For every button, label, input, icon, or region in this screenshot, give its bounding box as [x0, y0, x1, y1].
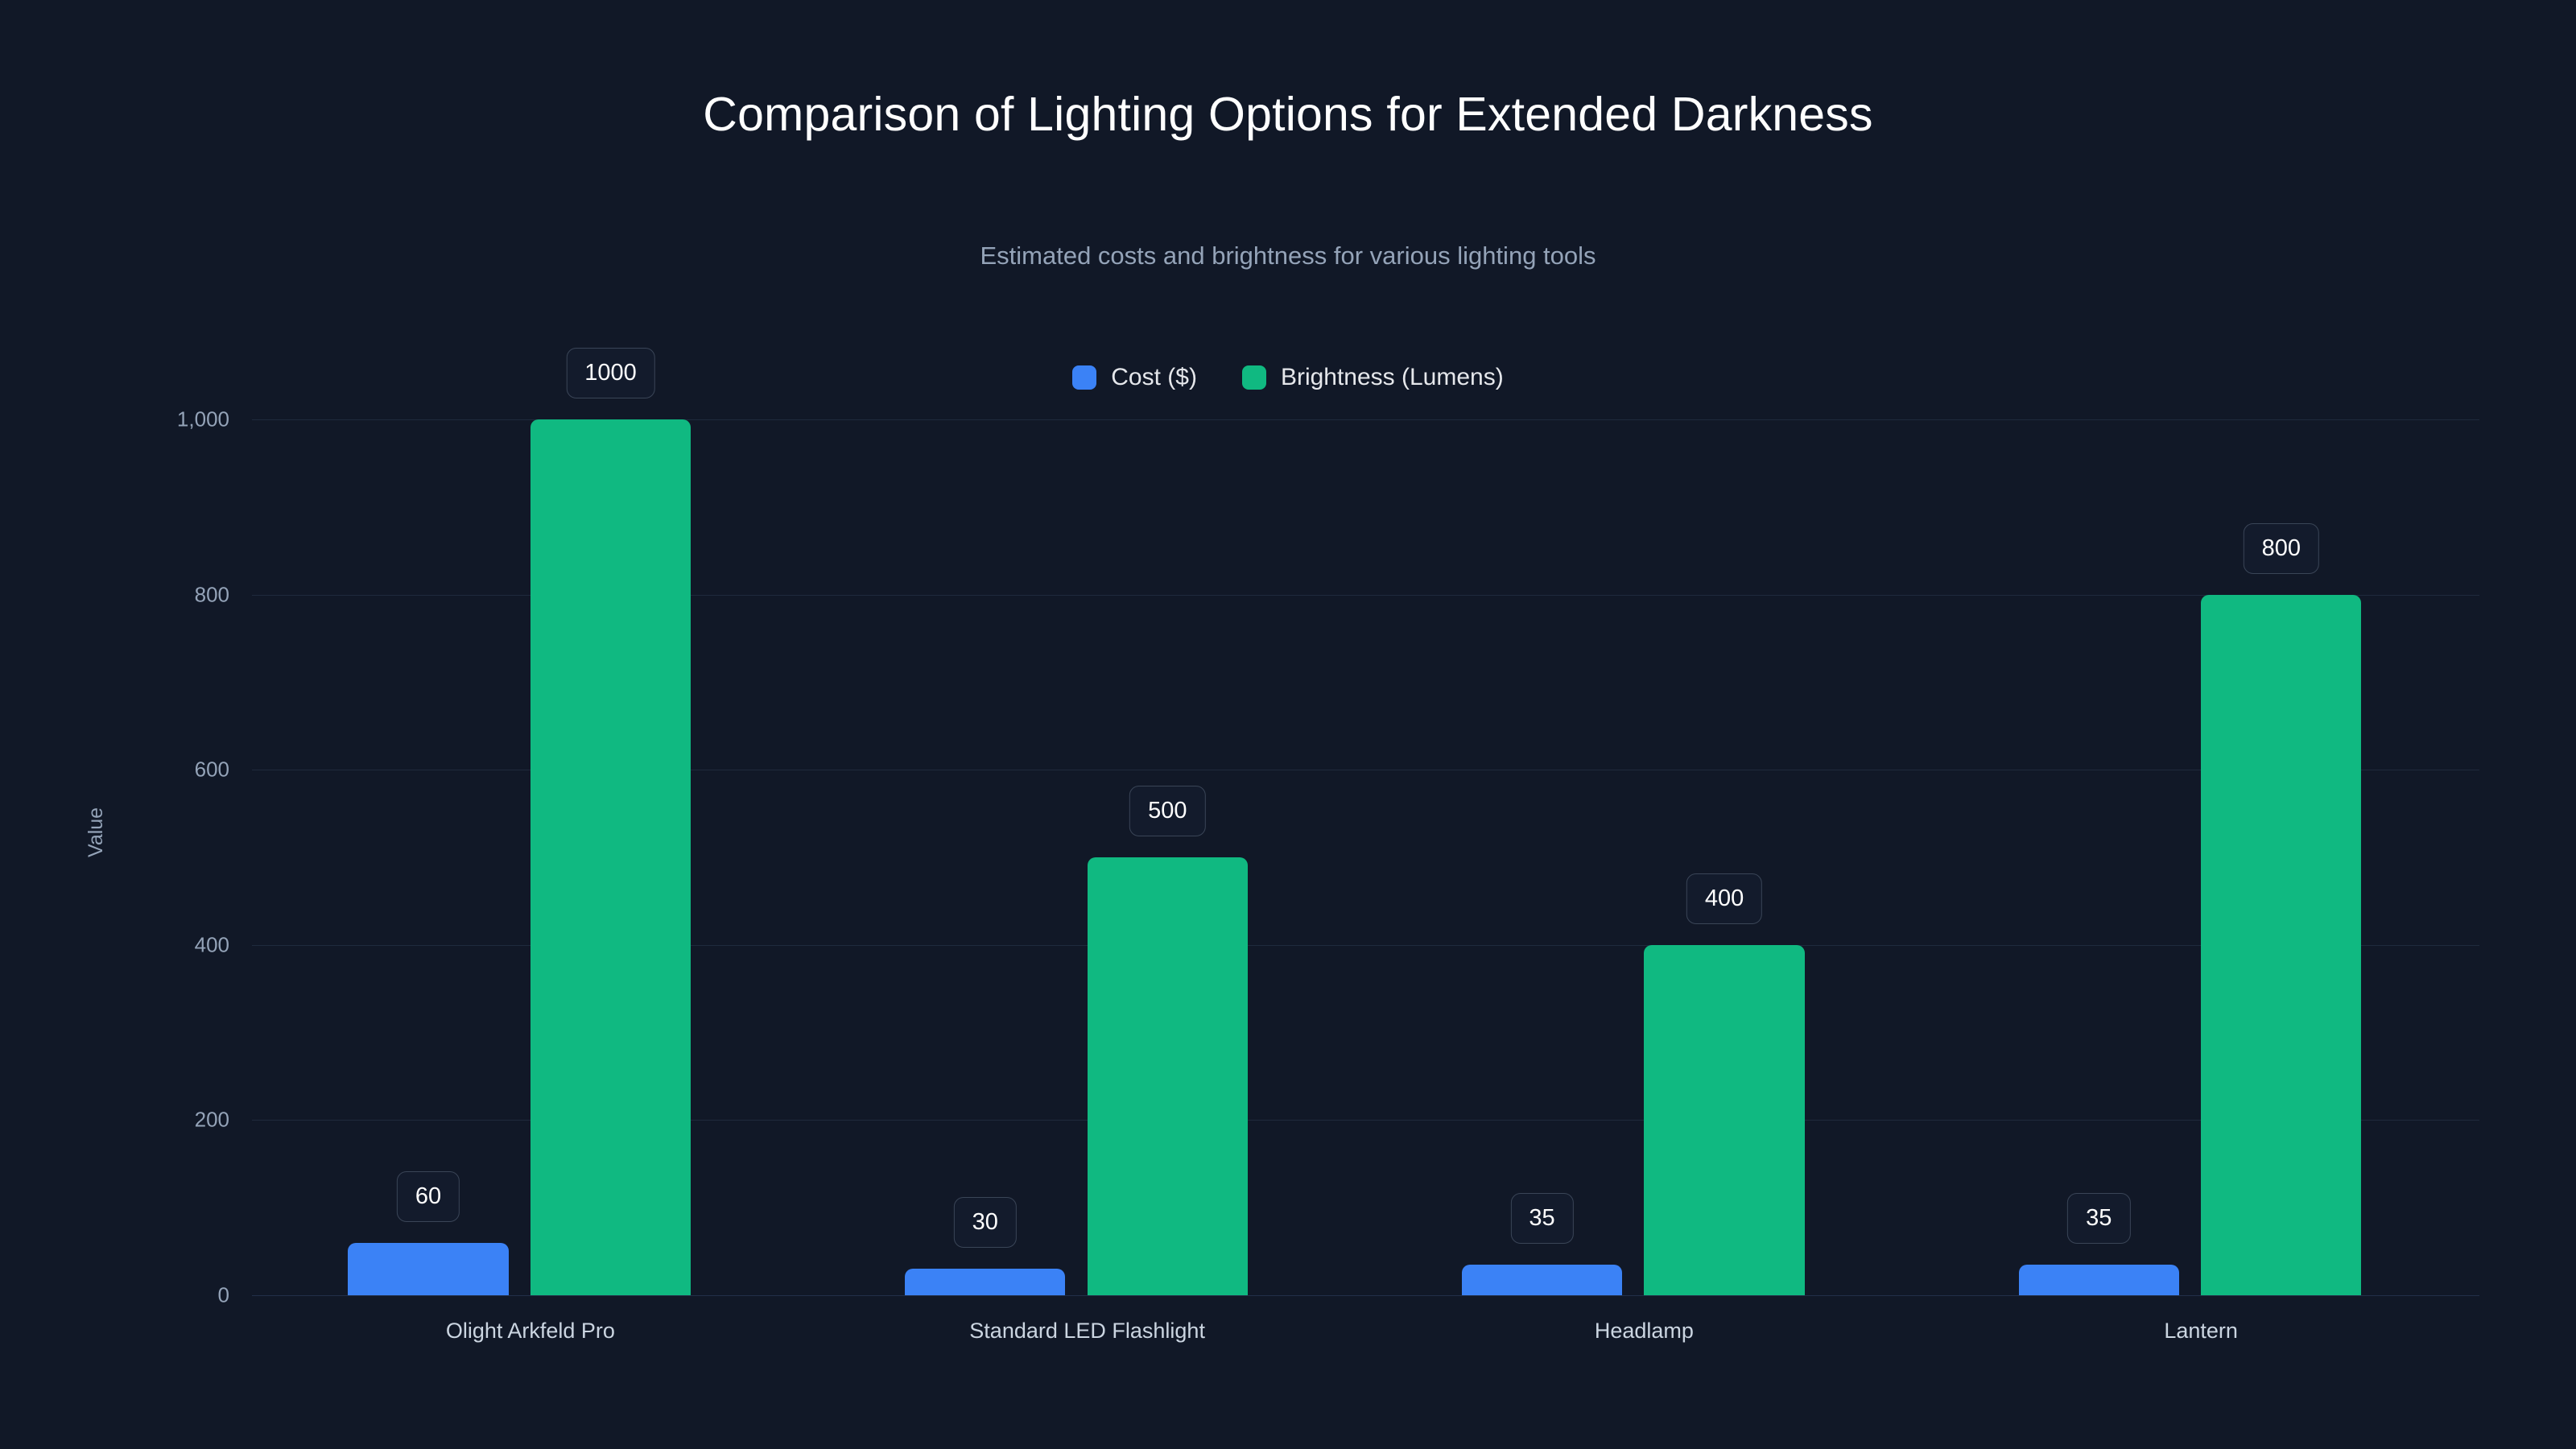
bar-2-1[interactable]: [1644, 944, 1805, 1295]
gridline: [252, 1295, 2479, 1296]
y-axis-title: Value: [85, 807, 107, 857]
plot-area: 60 1000 30 500 35 400 35 800: [252, 348, 2479, 1296]
legend-item-label: Brightness (Lumens): [1280, 364, 1504, 390]
y-tick-label: 0: [217, 1282, 229, 1307]
y-tick-label: 800: [194, 582, 229, 607]
chart-subtitle: Estimated costs and brightness for vario…: [980, 242, 1596, 270]
bar-2-0[interactable]: [1461, 1264, 1623, 1295]
chart-title: Comparison of Lighting Options for Exten…: [703, 88, 1873, 141]
gridline: [252, 594, 2479, 596]
value-label: 800: [2243, 522, 2319, 574]
y-tick-label: 600: [194, 757, 229, 782]
y-tick-label: 1,000: [176, 407, 229, 431]
legend-item-label: Cost ($): [1111, 364, 1197, 390]
gridline: [252, 944, 2479, 946]
legend-swatch-icon: [1072, 365, 1097, 390]
bar-0-1[interactable]: [530, 419, 691, 1295]
bar-1-1[interactable]: [1087, 857, 1248, 1295]
bar-3-1[interactable]: [2201, 594, 2362, 1295]
y-tick-label: 400: [194, 932, 229, 957]
gridline: [252, 419, 2479, 420]
value-label: 30: [953, 1197, 1017, 1249]
value-label: 400: [1686, 873, 1763, 924]
bar-1-0[interactable]: [905, 1269, 1066, 1295]
x-tick-label: Olight Arkfeld Pro: [445, 1319, 615, 1343]
value-label: 1000: [566, 348, 655, 398]
value-label: 35: [2067, 1192, 2131, 1244]
chart-legend: Cost ($) Brightness (Lumens): [0, 364, 2576, 391]
value-label: 60: [396, 1170, 460, 1222]
x-tick-label: Standard LED Flashlight: [969, 1319, 1205, 1343]
legend-item-0[interactable]: Cost ($): [1072, 364, 1197, 391]
y-tick-label: 200: [194, 1107, 229, 1132]
bar-3-0[interactable]: [2018, 1264, 2179, 1295]
legend-swatch-icon: [1241, 365, 1266, 390]
bar-0-0[interactable]: [348, 1242, 509, 1295]
gridline: [252, 1120, 2479, 1121]
legend-item-1[interactable]: Brightness (Lumens): [1241, 364, 1504, 391]
x-tick-label: Lantern: [2164, 1319, 2238, 1343]
value-label: 500: [1129, 786, 1206, 836]
x-tick-label: Headlamp: [1594, 1319, 1694, 1343]
value-label: 35: [1510, 1192, 1574, 1244]
